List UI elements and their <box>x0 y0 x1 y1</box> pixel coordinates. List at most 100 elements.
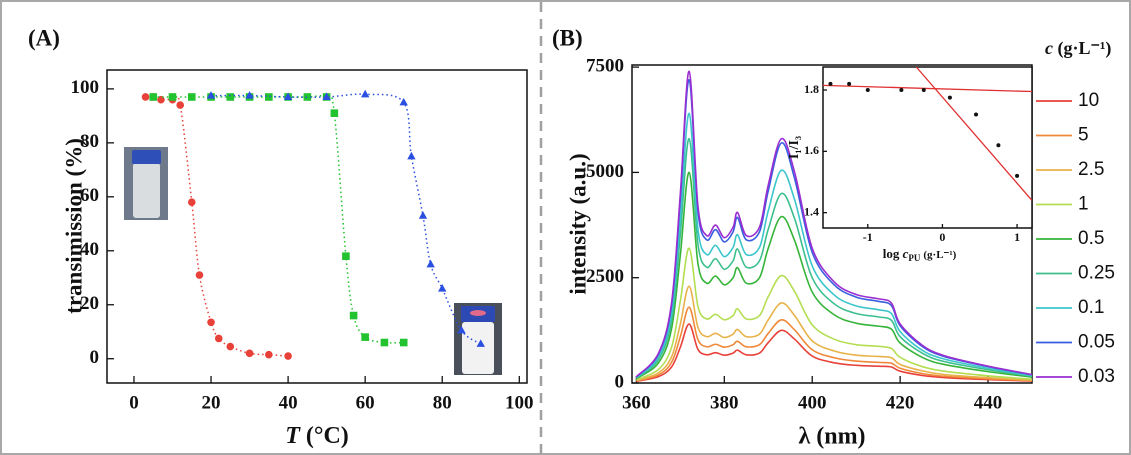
marker <box>322 92 331 101</box>
marker <box>245 91 254 99</box>
x-tick-label: 440 <box>974 392 1003 413</box>
marker <box>214 334 223 343</box>
series-line <box>636 285 1033 382</box>
x-tick-label: -1 <box>863 230 873 244</box>
y-tick-label: 5000 <box>586 161 624 182</box>
y-axis-label: transimission (%) <box>61 138 86 314</box>
plot-frame <box>106 69 528 384</box>
legend-label: 2.5 <box>1078 159 1104 180</box>
marker <box>847 81 852 86</box>
marker <box>141 93 150 101</box>
marker <box>947 95 952 100</box>
marker <box>457 325 466 334</box>
y-axis-label: intensity (a.u.) <box>565 153 590 294</box>
marker <box>380 338 389 347</box>
y-tick-label: 1.4 <box>804 204 819 218</box>
y-tick-label: 0 <box>90 347 100 368</box>
legend-label: 1 <box>1078 194 1089 215</box>
marker <box>176 101 185 109</box>
series-line <box>636 247 1033 381</box>
marker <box>226 93 235 101</box>
marker <box>168 93 177 101</box>
inset-background <box>823 67 1032 228</box>
x-tick-label: 360 <box>622 392 651 413</box>
marker <box>974 112 979 117</box>
x-label-text: log <box>883 246 900 261</box>
marker <box>265 93 273 101</box>
x-tick-label: 100 <box>505 392 534 413</box>
series-line <box>153 95 404 344</box>
x-tick-label: 380 <box>710 392 739 413</box>
legend-label: 10 <box>1078 90 1099 111</box>
series-line <box>636 323 1033 383</box>
marker <box>330 109 339 117</box>
y-tick-label: 7500 <box>586 55 624 76</box>
panel-title: (B) <box>552 25 583 50</box>
marker <box>865 88 870 92</box>
marker <box>206 91 216 99</box>
legend-label: 0.03 <box>1078 366 1115 387</box>
marker <box>342 252 350 260</box>
marker <box>349 311 358 320</box>
x-label-symbol: T <box>285 423 301 449</box>
marker <box>399 338 408 347</box>
legend-title-symbol: c <box>1045 38 1053 58</box>
series-line <box>635 70 1033 378</box>
y-axis-label: I₁/I₃ <box>787 136 802 159</box>
marker <box>265 350 273 359</box>
marker <box>207 318 215 327</box>
series-line <box>635 171 1033 380</box>
y-tick-label: 40 <box>80 239 99 260</box>
marker <box>187 93 196 101</box>
legend-label: 0.25 <box>1078 263 1115 284</box>
x-tick-label: 0 <box>939 230 945 244</box>
x-label-unit: (°C) <box>306 423 349 449</box>
x-tick-label: 60 <box>356 392 375 413</box>
marker <box>399 97 408 106</box>
marker <box>149 93 158 101</box>
marker <box>157 95 165 104</box>
series-line <box>635 137 1033 379</box>
x-tick-label: 0 <box>129 392 139 413</box>
x-tick-label: 400 <box>798 392 827 413</box>
legend-label: 0.1 <box>1078 297 1104 318</box>
marker <box>360 89 370 98</box>
legend-label: 0.05 <box>1078 332 1115 353</box>
x-label-subscript: PU <box>908 253 920 263</box>
vial-photo <box>454 303 502 375</box>
marker <box>195 271 204 279</box>
marker <box>361 333 369 341</box>
plot-frame <box>822 66 1033 229</box>
marker <box>283 92 293 101</box>
legend-title-unit: (g·L⁻¹) <box>1058 38 1112 59</box>
y-tick-label: 0 <box>615 371 625 392</box>
legend-label: 5 <box>1078 125 1089 146</box>
x-tick-label: 20 <box>202 392 221 413</box>
x-tick-label: 1 <box>1014 230 1020 244</box>
y-tick-label: 20 <box>80 293 99 314</box>
y-tick-label: 1.8 <box>804 82 819 96</box>
x-label-symbol: c <box>903 246 909 261</box>
fit-line <box>822 84 1033 93</box>
marker <box>418 211 428 219</box>
y-tick-label: 60 <box>80 185 99 206</box>
marker <box>187 198 196 207</box>
marker <box>426 259 435 268</box>
x-tick-label: 40 <box>279 392 298 413</box>
marker <box>438 284 447 292</box>
x-axis-label: λ (nm) <box>798 424 865 450</box>
marker <box>476 339 485 347</box>
y-tick-label: 2500 <box>586 266 624 287</box>
series-line <box>636 306 1033 382</box>
legend-title: c (g·L⁻¹) <box>1045 38 1111 59</box>
y-tick-label: 100 <box>71 77 100 98</box>
fit-line <box>915 66 1033 201</box>
marker <box>407 151 416 160</box>
x-tick-label: 80 <box>433 392 452 413</box>
marker <box>1015 173 1020 178</box>
marker <box>245 349 254 358</box>
y-tick-label: 1.6 <box>804 143 819 157</box>
y-tick-label: 80 <box>80 131 99 152</box>
series-line <box>635 112 1033 379</box>
